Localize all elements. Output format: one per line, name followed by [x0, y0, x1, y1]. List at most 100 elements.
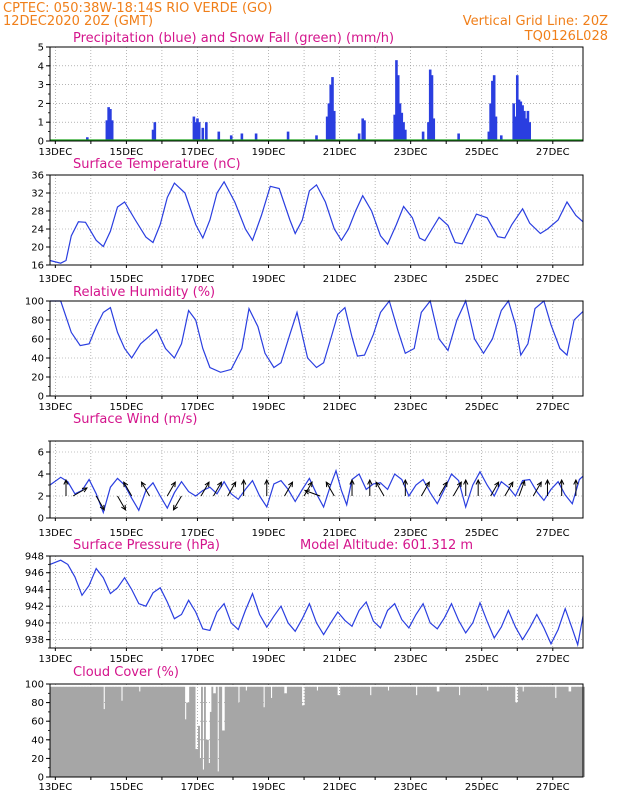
cloud-bar — [575, 686, 578, 777]
cloud-bar — [224, 686, 227, 777]
cloud-bar — [218, 686, 221, 777]
cloud-bar — [94, 686, 97, 777]
cloud-bar — [332, 686, 335, 777]
cloud-bar — [72, 686, 75, 777]
y-tick-label: 80 — [31, 698, 44, 709]
cloud-bar — [403, 686, 406, 777]
precip-bar — [489, 103, 492, 141]
wind-arrowhead — [303, 489, 311, 495]
cloud-bar — [75, 686, 78, 777]
wind-arrowhead — [475, 478, 481, 485]
cloud-bar — [100, 686, 103, 777]
wind-arrowhead — [375, 481, 381, 488]
x-tick-label: 21DEC — [323, 274, 357, 285]
cloud-bar — [578, 686, 581, 777]
cloud-bar — [285, 693, 288, 777]
cloud-bar — [230, 686, 233, 777]
cloud-bar — [198, 725, 200, 777]
cloud-bar — [245, 690, 248, 777]
cloud-bar — [577, 686, 579, 777]
wind-arrowhead — [463, 478, 469, 485]
wind-vector — [72, 487, 88, 497]
cloud-bar — [116, 686, 119, 777]
cloud-bar — [583, 686, 585, 777]
cloud-bar — [174, 686, 177, 777]
cloud-bar — [101, 686, 104, 777]
x-tick-label: 25DEC — [465, 782, 499, 793]
wind-arrowhead — [536, 481, 542, 488]
cloud-bar — [384, 686, 387, 777]
cloud-bar — [571, 686, 574, 777]
cloud-bar — [124, 686, 126, 777]
cloud-bar — [190, 686, 193, 777]
cloud-bar — [118, 686, 120, 777]
cloud-bar — [220, 686, 223, 777]
cloud-bar — [523, 686, 526, 777]
cloud-bar — [556, 686, 559, 777]
cloud-bar — [495, 686, 498, 777]
cloud-bar — [236, 686, 239, 777]
cloud-bar — [57, 686, 60, 777]
wind-vector — [438, 481, 448, 497]
panels: Precipitation (blue) and Snow Fall (gree… — [25, 31, 585, 793]
cloud-bar — [292, 686, 295, 777]
cloud-bar — [491, 686, 494, 777]
cloud-bar — [329, 686, 332, 777]
cloud-bar — [580, 686, 582, 777]
precip-bar — [327, 103, 331, 141]
cloud-bar — [316, 690, 319, 777]
cloud-bar — [426, 686, 428, 777]
cloud-bar — [156, 686, 159, 777]
cloud-bar — [545, 686, 548, 777]
cloud-bar — [455, 686, 458, 777]
wind-arrowhead — [367, 478, 373, 485]
cloud-bar — [78, 686, 81, 777]
cloud-bar — [581, 686, 584, 777]
wind-arrowhead — [140, 481, 146, 488]
y-tick-label: 100 — [25, 680, 44, 691]
x-tick-label: 17DEC — [181, 782, 215, 793]
cloud-bar — [82, 686, 85, 777]
cloud-bar — [81, 686, 83, 777]
cloud-bar — [335, 686, 338, 777]
wind-arrowhead — [123, 481, 129, 488]
cloud-bar — [557, 686, 560, 777]
precip-bar — [514, 116, 517, 141]
cloud-bar — [562, 686, 565, 777]
precip-bar — [421, 131, 425, 141]
cloud-bar — [414, 686, 417, 777]
cloud-bar — [387, 690, 390, 777]
x-tick-label: 21DEC — [323, 782, 357, 793]
wind-arrowhead — [170, 481, 176, 488]
cloud-bar — [264, 686, 267, 777]
header-run-code: TQ0126L028 — [524, 29, 608, 44]
precip-bar — [396, 75, 400, 141]
wind-arrowhead — [217, 481, 223, 488]
cloud-bar — [343, 686, 346, 777]
y-tick-label: 40 — [31, 735, 44, 746]
cloud-bar — [125, 686, 128, 777]
cloud-bar — [437, 691, 440, 777]
x-tick-label: 13DEC — [38, 528, 72, 539]
cloud-bar — [363, 686, 366, 777]
wind-vector — [141, 481, 150, 497]
cloud-bar — [153, 686, 156, 777]
x-tick-label: 19DEC — [252, 147, 286, 158]
x-tick-label: 15DEC — [110, 274, 144, 285]
cloud-bar — [572, 686, 575, 777]
y-tick-label: 28 — [31, 207, 44, 218]
precip-bar — [400, 112, 404, 141]
cloud-bar — [106, 686, 109, 777]
cloud-bar — [371, 686, 374, 777]
cloud-bar — [58, 686, 61, 777]
cloud-bar — [365, 686, 368, 777]
cloud-bar — [446, 686, 449, 777]
cloud-bar — [69, 686, 72, 777]
cloud-bar — [550, 686, 553, 777]
wind-arrowhead — [231, 481, 237, 488]
cloud-bar — [323, 686, 326, 777]
cloud-bar — [88, 686, 91, 777]
wind-arrowhead — [349, 478, 355, 485]
cloud-bar — [193, 686, 196, 777]
cloud-bar — [313, 686, 316, 777]
